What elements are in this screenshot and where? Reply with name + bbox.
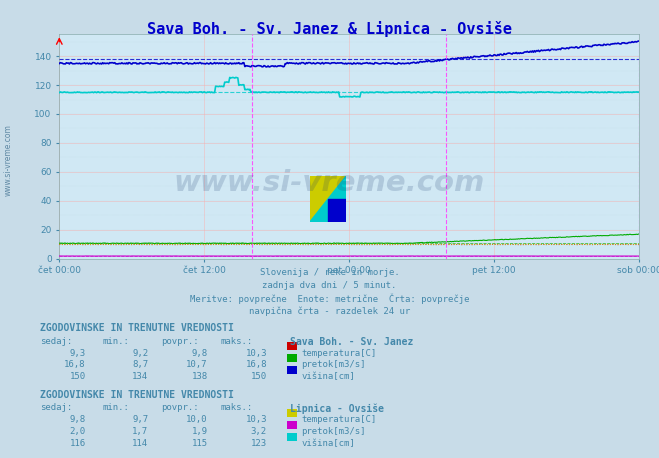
- Text: ZGODOVINSKE IN TRENUTNE VREDNOSTI: ZGODOVINSKE IN TRENUTNE VREDNOSTI: [40, 390, 233, 400]
- Text: 115: 115: [192, 439, 208, 448]
- Text: 1,7: 1,7: [132, 427, 148, 436]
- Polygon shape: [328, 199, 346, 222]
- Text: 10,3: 10,3: [245, 415, 267, 425]
- Text: 114: 114: [132, 439, 148, 448]
- Text: navpična črta - razdelek 24 ur: navpična črta - razdelek 24 ur: [249, 306, 410, 316]
- Text: pretok[m3/s]: pretok[m3/s]: [301, 427, 366, 436]
- Text: 9,8: 9,8: [192, 349, 208, 358]
- Text: 116: 116: [70, 439, 86, 448]
- Text: 9,7: 9,7: [132, 415, 148, 425]
- Text: sedaj:: sedaj:: [40, 403, 72, 413]
- Text: Meritve: povprečne  Enote: metrične  Črta: povprečje: Meritve: povprečne Enote: metrične Črta:…: [190, 294, 469, 304]
- Text: 134: 134: [132, 372, 148, 382]
- Text: temperatura[C]: temperatura[C]: [301, 415, 376, 425]
- Text: 10,3: 10,3: [245, 349, 267, 358]
- Text: povpr.:: povpr.:: [161, 337, 199, 346]
- Text: www.si-vreme.com: www.si-vreme.com: [3, 125, 13, 196]
- Text: Lipnica - Ovsiše: Lipnica - Ovsiše: [290, 403, 384, 414]
- Polygon shape: [310, 176, 346, 222]
- Text: 150: 150: [251, 372, 267, 382]
- Text: 150: 150: [70, 372, 86, 382]
- Text: pretok[m3/s]: pretok[m3/s]: [301, 360, 366, 370]
- Text: 1,9: 1,9: [192, 427, 208, 436]
- Text: višina[cm]: višina[cm]: [301, 439, 355, 448]
- Text: zadnja dva dni / 5 minut.: zadnja dva dni / 5 minut.: [262, 281, 397, 290]
- Text: 138: 138: [192, 372, 208, 382]
- Text: ZGODOVINSKE IN TRENUTNE VREDNOSTI: ZGODOVINSKE IN TRENUTNE VREDNOSTI: [40, 323, 233, 333]
- Text: maks.:: maks.:: [221, 337, 253, 346]
- Text: višina[cm]: višina[cm]: [301, 372, 355, 382]
- Text: min.:: min.:: [102, 403, 129, 413]
- Text: temperatura[C]: temperatura[C]: [301, 349, 376, 358]
- Text: Slovenija / reke in morje.: Slovenija / reke in morje.: [260, 268, 399, 277]
- Text: maks.:: maks.:: [221, 403, 253, 413]
- Polygon shape: [310, 176, 346, 222]
- Text: Sava Boh. - Sv. Janez: Sava Boh. - Sv. Janez: [290, 337, 413, 347]
- Text: povpr.:: povpr.:: [161, 403, 199, 413]
- Text: 123: 123: [251, 439, 267, 448]
- Text: min.:: min.:: [102, 337, 129, 346]
- Text: 2,0: 2,0: [70, 427, 86, 436]
- Text: Sava Boh. - Sv. Janez & Lipnica - Ovsiše: Sava Boh. - Sv. Janez & Lipnica - Ovsiše: [147, 21, 512, 37]
- Text: 16,8: 16,8: [64, 360, 86, 370]
- Text: 16,8: 16,8: [245, 360, 267, 370]
- Text: 10,7: 10,7: [186, 360, 208, 370]
- Text: sedaj:: sedaj:: [40, 337, 72, 346]
- Text: 3,2: 3,2: [251, 427, 267, 436]
- Text: www.si-vreme.com: www.si-vreme.com: [174, 169, 485, 197]
- Text: 9,2: 9,2: [132, 349, 148, 358]
- Text: 10,0: 10,0: [186, 415, 208, 425]
- Text: 9,3: 9,3: [70, 349, 86, 358]
- Text: 9,8: 9,8: [70, 415, 86, 425]
- Text: 8,7: 8,7: [132, 360, 148, 370]
